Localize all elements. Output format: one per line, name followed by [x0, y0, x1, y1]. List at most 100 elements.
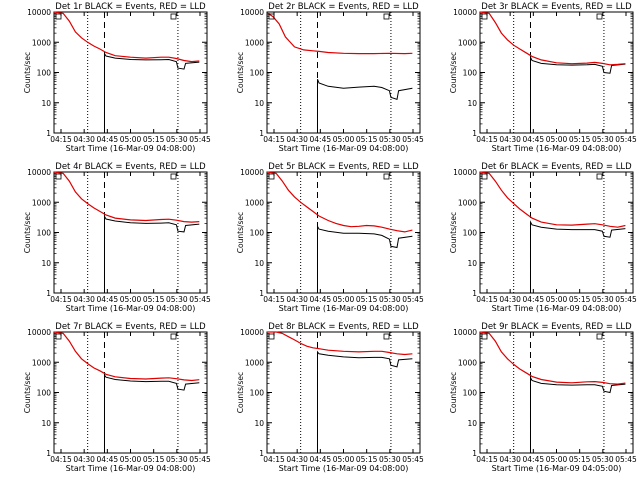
chart-title: Det 3r BLACK = Events, RED = LLD — [481, 2, 632, 12]
y-tick-label: 1 — [472, 289, 477, 298]
chart-title: Det 7r BLACK = Events, RED = LLD — [55, 322, 206, 332]
y-tick-label: 1000 — [458, 358, 477, 367]
y-tick-label: 10000 — [240, 168, 264, 177]
x-tick-label: 05:15 — [356, 135, 378, 144]
x-tick-label: 04:15 — [263, 295, 285, 304]
y-tick-label: 10 — [254, 259, 264, 268]
legend-mark-right — [170, 13, 177, 20]
legend-mark-left — [268, 173, 275, 180]
x-tick-label: 04:15 — [50, 295, 72, 304]
y-tick-label: 1000 — [458, 38, 477, 47]
legend-mark-left — [481, 173, 488, 180]
plot-frame — [53, 11, 208, 134]
x-tick-label: 04:45 — [523, 135, 545, 144]
x-axis-label: Start Time (16-Mar-09 04:08:00) — [279, 464, 409, 473]
x-tick-label: 04:15 — [263, 455, 285, 464]
x-tick-label: 04:30 — [499, 455, 521, 464]
y-tick-label: 100 — [463, 69, 478, 78]
y-tick-label: 10 — [41, 419, 51, 428]
series-line-lld — [266, 171, 413, 233]
x-tick-label: 05:45 — [615, 295, 637, 304]
chart-title: Det 8r BLACK = Events, RED = LLD — [268, 322, 419, 332]
series-line-lld — [266, 12, 413, 55]
y-tick-label: 10 — [41, 99, 51, 108]
legend-mark-left — [481, 333, 488, 340]
x-tick-label: 05:00 — [333, 455, 355, 464]
x-tick-label: 05:15 — [356, 455, 378, 464]
series-line-events — [317, 79, 413, 133]
legend-mark-right — [170, 173, 177, 180]
x-axis-label: Start Time (16-Mar-09 04:08:00) — [66, 304, 196, 313]
y-tick-label: 1 — [259, 449, 264, 458]
y-axis-label: Counts/sec — [236, 212, 245, 253]
x-tick-label: 05:30 — [379, 295, 401, 304]
x-tick-label: 04:15 — [476, 135, 498, 144]
y-tick-label: 10 — [41, 259, 51, 268]
plot-frame — [266, 331, 421, 454]
chart-title: Det 1r BLACK = Events, RED = LLD — [55, 2, 206, 12]
series-line-events — [530, 220, 626, 293]
x-tick-label: 05:00 — [546, 455, 568, 464]
series-line-lld — [53, 331, 200, 382]
x-tick-label: 04:45 — [310, 455, 332, 464]
plot-frame — [479, 171, 634, 294]
x-axis-label: Start Time (16-Mar-09 04:08:00) — [492, 304, 622, 313]
series-line-lld — [53, 171, 200, 223]
x-tick-label: 04:45 — [523, 455, 545, 464]
y-tick-label: 1 — [472, 449, 477, 458]
x-tick-label: 05:15 — [356, 295, 378, 304]
x-tick-label: 04:30 — [286, 295, 308, 304]
legend-mark-right — [383, 173, 390, 180]
y-tick-label: 10000 — [27, 168, 51, 177]
x-tick-label: 04:45 — [97, 295, 119, 304]
x-tick-label: 05:45 — [189, 135, 211, 144]
y-tick-label: 100 — [463, 389, 478, 398]
y-tick-label: 1000 — [32, 358, 51, 367]
y-tick-label: 100 — [37, 229, 52, 238]
series-line-lld — [267, 331, 413, 356]
x-tick-label: 05:45 — [615, 455, 637, 464]
legend-mark-right — [383, 13, 390, 20]
legend-mark-right — [596, 13, 603, 20]
y-tick-label: 10 — [254, 419, 264, 428]
x-tick-label: 04:45 — [97, 135, 119, 144]
y-tick-label: 1 — [259, 129, 264, 138]
chart-panel-8: Det 8r BLACK = Events, RED = LLD 1 10 100 10… — [236, 322, 424, 473]
x-tick-label: 05:30 — [166, 455, 188, 464]
series-line-events — [530, 56, 626, 133]
y-axis-label: Counts/sec — [23, 52, 32, 93]
x-tick-label: 04:15 — [476, 455, 498, 464]
x-tick-label: 05:30 — [592, 455, 614, 464]
legend-mark-left — [268, 13, 275, 20]
chart-title: Det 4r BLACK = Events, RED = LLD — [55, 162, 206, 172]
x-tick-label: 05:45 — [402, 135, 424, 144]
x-tick-label: 04:30 — [73, 135, 95, 144]
x-tick-label: 05:15 — [143, 295, 165, 304]
x-tick-label: 05:30 — [379, 135, 401, 144]
x-tick-label: 05:00 — [120, 135, 142, 144]
series-line-events — [317, 350, 413, 453]
y-axis-label: Counts/sec — [449, 52, 458, 93]
legend-mark-left — [55, 13, 62, 20]
x-axis-label: Start Time (16-Mar-09 04:05:00) — [492, 464, 622, 473]
series-line-lld — [479, 171, 626, 228]
y-tick-label: 10 — [467, 99, 477, 108]
x-axis-label: Start Time (16-Mar-09 04:08:00) — [66, 144, 196, 153]
x-tick-label: 05:30 — [592, 135, 614, 144]
y-axis-label: Counts/sec — [236, 372, 245, 413]
x-tick-label: 04:15 — [50, 455, 72, 464]
plot-frame — [53, 331, 208, 454]
x-tick-label: 05:00 — [333, 135, 355, 144]
plot-frame — [266, 11, 421, 134]
legend-mark-left — [268, 333, 275, 340]
x-tick-label: 04:30 — [286, 135, 308, 144]
legend-mark-left — [55, 333, 62, 340]
series-line-lld — [53, 11, 200, 63]
chart-panel-9: Det 9r BLACK = Events, RED = LLD 1 10 100 10… — [449, 322, 637, 473]
x-tick-label: 04:30 — [73, 295, 95, 304]
plot-frame — [266, 171, 421, 294]
y-tick-label: 10 — [254, 99, 264, 108]
y-tick-label: 1000 — [245, 198, 264, 207]
chart-panel-4: Det 4r BLACK = Events, RED = LLD 1 10 100 10… — [23, 162, 211, 313]
series-line-events — [530, 377, 626, 453]
